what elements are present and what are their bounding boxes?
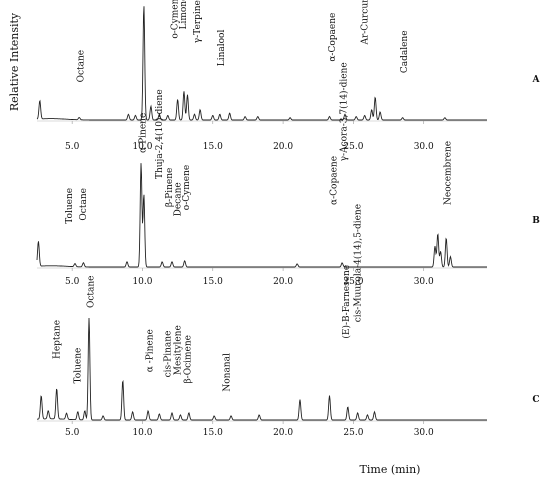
peak-label: γ-Terpinene (193, 0, 203, 43)
peak-label: cis-Muurola-4(14),5-diene (352, 204, 363, 322)
peak-label: Ar-Curcumene (360, 0, 370, 46)
x-tick-label: 20.0 (273, 277, 293, 287)
x-tick-label: 15.0 (203, 428, 223, 438)
x-tick-label: 5.0 (65, 428, 80, 438)
panel-c: Heptane Toluene Octane α -Pinene cis-Pinane M… (37, 204, 540, 438)
x-tick-label: 30.0 (414, 428, 434, 438)
peak-label: o-Cymene (182, 165, 192, 210)
x-tick-label: 15.0 (203, 277, 223, 287)
peak-label: α-Copaene (328, 13, 338, 62)
x-tick-label: 25.0 (343, 428, 363, 438)
peak-label: (E)-Β-Farnesene (341, 265, 352, 339)
x-tick-label: 5.0 (65, 277, 80, 287)
peak-label: β-Pinene (165, 168, 175, 207)
peak-label: Heptane (53, 320, 63, 359)
peak-label: Octane (86, 276, 96, 309)
x-tick-label: 20.0 (273, 142, 293, 152)
y-axis-label: Relative Intensity (8, 12, 21, 111)
panel-b: Toluene Octane α-Pinene Thuja-2,4(10)-diene… (36, 62, 540, 287)
x-axis-label: Time (min) (360, 463, 421, 476)
chromatogram-trace (37, 317, 487, 421)
peak-label: Neocembrene (443, 141, 453, 205)
x-tick-label: 25.0 (343, 277, 363, 287)
peak-label: α-Pinene (138, 113, 148, 153)
x-tick-label: 25.0 (343, 142, 363, 152)
peak-label: cis-Pinane (164, 331, 174, 378)
panels: Octaneα-Pineneo-CymeneLimoneneγ-Terpinen… (36, 0, 541, 438)
panel-letter: B (532, 216, 540, 226)
x-tick-label: 10.0 (132, 428, 152, 438)
peak-label: Decane (173, 182, 183, 216)
x-tick-label: 10.0 (132, 277, 152, 287)
peak-label: Toluene (65, 188, 75, 224)
peak-label: Mesitylene (173, 325, 183, 375)
peak-label: Octane (79, 188, 89, 221)
x-tick-label: 20.0 (273, 428, 293, 438)
x-tick-label: 30.0 (414, 142, 434, 152)
peak-label: Linalool (217, 30, 227, 67)
peak-label: β-Ocimene (183, 335, 193, 384)
chromatogram-trace (36, 6, 487, 121)
peak-label: Cadalene (400, 30, 410, 73)
peak-label: o-Cymene (171, 0, 181, 39)
x-tick-label: 5.0 (65, 142, 80, 152)
peak-label: α -Pinene (145, 329, 155, 372)
peak-label: Toluene (74, 348, 84, 384)
x-tick-label: 15.0 (203, 142, 223, 152)
peak-label: Limonene (179, 0, 189, 30)
peak-label: Thuja-2,4(10)-diene (154, 89, 165, 179)
x-tick-label: 10.0 (132, 142, 152, 152)
panel-letter: C (532, 395, 539, 405)
chromatogram-trace (36, 163, 487, 268)
peak-label: α-Copaene (330, 156, 340, 205)
x-tick-label: 30.0 (414, 277, 434, 287)
peak-label: Octane (76, 50, 86, 83)
peak-label: Nonanal (223, 353, 233, 392)
panel-letter: A (532, 75, 541, 85)
peak-label: γ-Acora-3,7(14)-diene (338, 62, 349, 161)
